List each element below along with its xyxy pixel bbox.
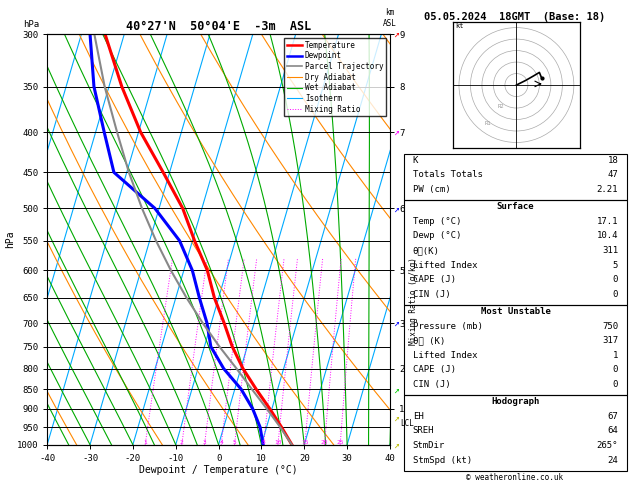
- Text: CAPE (J): CAPE (J): [413, 275, 456, 284]
- Text: 8: 8: [262, 440, 265, 445]
- Text: ↗: ↗: [393, 440, 399, 450]
- Text: 0: 0: [613, 365, 618, 374]
- Text: 17.1: 17.1: [597, 217, 618, 226]
- Text: 2.21: 2.21: [597, 185, 618, 194]
- Text: CIN (J): CIN (J): [413, 380, 450, 389]
- Text: SREH: SREH: [413, 426, 434, 435]
- Text: Dewp (°C): Dewp (°C): [413, 231, 461, 241]
- Text: 3: 3: [203, 440, 206, 445]
- Text: 0: 0: [613, 290, 618, 299]
- Text: Mixing Ratio (g/kg): Mixing Ratio (g/kg): [409, 257, 418, 345]
- Text: 24: 24: [608, 455, 618, 465]
- Text: Totals Totals: Totals Totals: [413, 171, 482, 179]
- Bar: [404, 154, 627, 200]
- Text: 2: 2: [180, 440, 184, 445]
- Text: 0: 0: [613, 275, 618, 284]
- Text: 265°: 265°: [597, 441, 618, 450]
- Text: Temp (°C): Temp (°C): [413, 217, 461, 226]
- Text: km
ASL: km ASL: [383, 8, 397, 28]
- Text: 317: 317: [602, 336, 618, 345]
- X-axis label: Dewpoint / Temperature (°C): Dewpoint / Temperature (°C): [139, 466, 298, 475]
- Y-axis label: hPa: hPa: [5, 230, 15, 248]
- Text: θᴄ(K): θᴄ(K): [413, 246, 440, 255]
- Text: 1: 1: [613, 351, 618, 360]
- Text: Surface: Surface: [497, 202, 534, 211]
- Text: PW (cm): PW (cm): [413, 185, 450, 194]
- Text: 311: 311: [602, 246, 618, 255]
- Text: 18: 18: [608, 156, 618, 165]
- Text: 05.05.2024  18GMT  (Base: 18): 05.05.2024 18GMT (Base: 18): [424, 12, 606, 22]
- Legend: Temperature, Dewpoint, Parcel Trajectory, Dry Adiabat, Wet Adiabat, Isotherm, Mi: Temperature, Dewpoint, Parcel Trajectory…: [284, 38, 386, 116]
- Text: CIN (J): CIN (J): [413, 290, 450, 299]
- Text: Hodograph: Hodograph: [491, 397, 540, 406]
- Text: ↗: ↗: [393, 127, 399, 137]
- Text: 20: 20: [321, 440, 328, 445]
- Text: R1: R1: [484, 121, 491, 126]
- Text: 47: 47: [608, 171, 618, 179]
- Title: 40°27'N  50°04'E  -3m  ASL: 40°27'N 50°04'E -3m ASL: [126, 20, 311, 33]
- Text: LCL: LCL: [400, 419, 414, 428]
- Bar: [404, 200, 627, 305]
- Text: 10: 10: [274, 440, 282, 445]
- Bar: [404, 305, 627, 395]
- Bar: [404, 395, 627, 470]
- Text: 4: 4: [220, 440, 223, 445]
- Text: Lifted Index: Lifted Index: [413, 260, 477, 270]
- Text: ↗: ↗: [393, 318, 399, 328]
- Text: θᴄ (K): θᴄ (K): [413, 336, 445, 345]
- Text: ↗: ↗: [393, 384, 399, 394]
- Text: 1: 1: [143, 440, 147, 445]
- Text: 0: 0: [613, 380, 618, 389]
- Text: ↗: ↗: [393, 203, 399, 213]
- Text: 5: 5: [233, 440, 237, 445]
- Text: ↗: ↗: [393, 413, 399, 423]
- Text: Pressure (mb): Pressure (mb): [413, 322, 482, 330]
- Text: hPa: hPa: [23, 19, 39, 29]
- Text: 10.4: 10.4: [597, 231, 618, 241]
- Text: EH: EH: [413, 412, 423, 421]
- Text: 15: 15: [301, 440, 309, 445]
- Text: Lifted Index: Lifted Index: [413, 351, 477, 360]
- Text: kt: kt: [455, 23, 464, 29]
- Text: 64: 64: [608, 426, 618, 435]
- Text: 5: 5: [613, 260, 618, 270]
- Text: CAPE (J): CAPE (J): [413, 365, 456, 374]
- Text: 67: 67: [608, 412, 618, 421]
- Text: ↗: ↗: [393, 29, 399, 39]
- Text: 25: 25: [337, 440, 344, 445]
- Text: StmSpd (kt): StmSpd (kt): [413, 455, 472, 465]
- Text: StmDir: StmDir: [413, 441, 445, 450]
- Text: R2: R2: [498, 104, 504, 109]
- Text: Most Unstable: Most Unstable: [481, 307, 550, 316]
- Text: 750: 750: [602, 322, 618, 330]
- Text: © weatheronline.co.uk: © weatheronline.co.uk: [466, 473, 564, 482]
- Text: K: K: [413, 156, 418, 165]
